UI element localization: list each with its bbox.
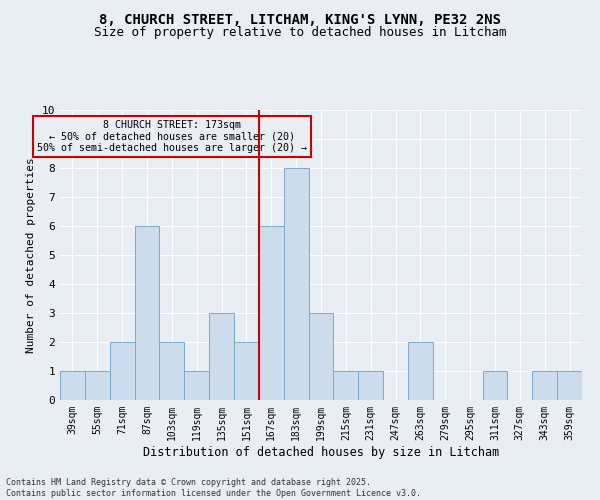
Bar: [234, 342, 259, 400]
Bar: [358, 371, 383, 400]
Text: Size of property relative to detached houses in Litcham: Size of property relative to detached ho…: [94, 26, 506, 39]
Bar: [184, 371, 209, 400]
X-axis label: Distribution of detached houses by size in Litcham: Distribution of detached houses by size …: [143, 446, 499, 458]
Text: 8, CHURCH STREET, LITCHAM, KING'S LYNN, PE32 2NS: 8, CHURCH STREET, LITCHAM, KING'S LYNN, …: [99, 12, 501, 26]
Bar: [408, 342, 433, 400]
Bar: [284, 168, 308, 400]
Bar: [160, 342, 184, 400]
Bar: [60, 371, 85, 400]
Text: Contains HM Land Registry data © Crown copyright and database right 2025.
Contai: Contains HM Land Registry data © Crown c…: [6, 478, 421, 498]
Bar: [110, 342, 134, 400]
Y-axis label: Number of detached properties: Number of detached properties: [26, 157, 36, 353]
Bar: [334, 371, 358, 400]
Bar: [557, 371, 582, 400]
Bar: [134, 226, 160, 400]
Text: 8 CHURCH STREET: 173sqm
← 50% of detached houses are smaller (20)
50% of semi-de: 8 CHURCH STREET: 173sqm ← 50% of detache…: [37, 120, 307, 154]
Bar: [259, 226, 284, 400]
Bar: [308, 313, 334, 400]
Bar: [532, 371, 557, 400]
Bar: [85, 371, 110, 400]
Bar: [482, 371, 508, 400]
Bar: [209, 313, 234, 400]
